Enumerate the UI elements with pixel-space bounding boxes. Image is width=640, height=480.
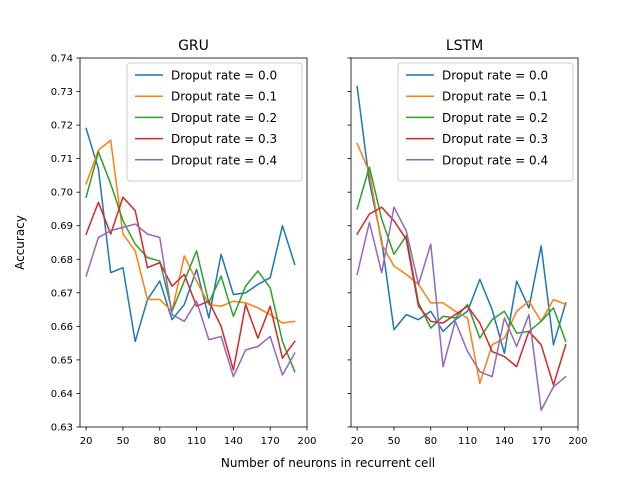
y-tick-label: 0.70	[51, 188, 73, 199]
y-tick-label: 0.64	[51, 389, 73, 400]
axes-frame	[79, 57, 308, 428]
y-tick-label: 0.67	[51, 288, 73, 299]
legend-label: Droput rate = 0.3	[442, 132, 548, 146]
y-tick-label: 0.63	[51, 423, 73, 434]
x-tick-label: 20	[80, 436, 93, 447]
series-line-2	[85, 151, 296, 373]
legend-label: Droput rate = 0.1	[171, 90, 277, 104]
x-tick-label: 140	[495, 436, 514, 447]
legend: Droput rate = 0.0 Droput rate = 0.1 Droput…	[126, 62, 303, 182]
legend-label: Droput rate = 0.0	[171, 69, 277, 83]
legend-label: Droput rate = 0.4	[171, 153, 277, 167]
x-tick-label: 110	[458, 436, 477, 447]
x-tick-label: 110	[187, 436, 206, 447]
x-tick-label: 200	[568, 436, 587, 447]
x-tick-label: 80	[153, 436, 166, 447]
series-line-1	[85, 139, 296, 324]
legend-box	[126, 62, 303, 182]
x-tick-label: 50	[388, 436, 401, 447]
legend-label: Droput rate = 0.1	[442, 90, 548, 104]
x-tick-label: 200	[297, 436, 316, 447]
y-tick-label: 0.72	[51, 121, 73, 132]
y-tick-label: 0.69	[51, 221, 73, 232]
y-tick-label: 0.68	[51, 255, 73, 266]
legend-label: Droput rate = 0.4	[442, 153, 548, 167]
legend: Droput rate = 0.0 Droput rate = 0.1 Droput…	[397, 62, 574, 182]
y-tick-label: 0.73	[51, 87, 73, 98]
x-tick-label: 80	[424, 436, 437, 447]
y-tick-label: 0.66	[51, 322, 73, 333]
legend-label: Droput rate = 0.3	[171, 132, 277, 146]
y-tick-label: 0.71	[51, 154, 73, 165]
x-tick-label: 140	[224, 436, 243, 447]
y-tick-label: 0.65	[51, 355, 73, 366]
x-tick-label: 170	[532, 436, 551, 447]
series-line-0	[85, 127, 296, 343]
x-axis-label: Number of neurons in recurrent cell	[221, 456, 435, 470]
axes-frame	[350, 57, 579, 428]
x-tick-label: 20	[351, 436, 364, 447]
subplot-title: LSTM	[446, 38, 483, 54]
legend-label: Droput rate = 0.2	[171, 111, 277, 125]
legend-label: Droput rate = 0.2	[442, 111, 548, 125]
legend-box	[397, 62, 574, 182]
series-line-4	[85, 223, 296, 378]
series-line-1	[356, 142, 567, 385]
x-tick-label: 50	[117, 436, 130, 447]
gru-subplot: 20 50 80 110 140 170 200 0.63 0.64 0.65 0.66 0.67 0.…	[13, 38, 317, 447]
y-axis-label: Accuracy	[13, 215, 27, 270]
series-line-4	[356, 206, 567, 411]
subplot-title: GRU	[178, 38, 209, 54]
x-tick-label: 170	[261, 436, 280, 447]
y-tick-label: 0.74	[51, 54, 73, 65]
legend-label: Droput rate = 0.0	[442, 69, 548, 83]
series-line-3	[85, 196, 296, 371]
